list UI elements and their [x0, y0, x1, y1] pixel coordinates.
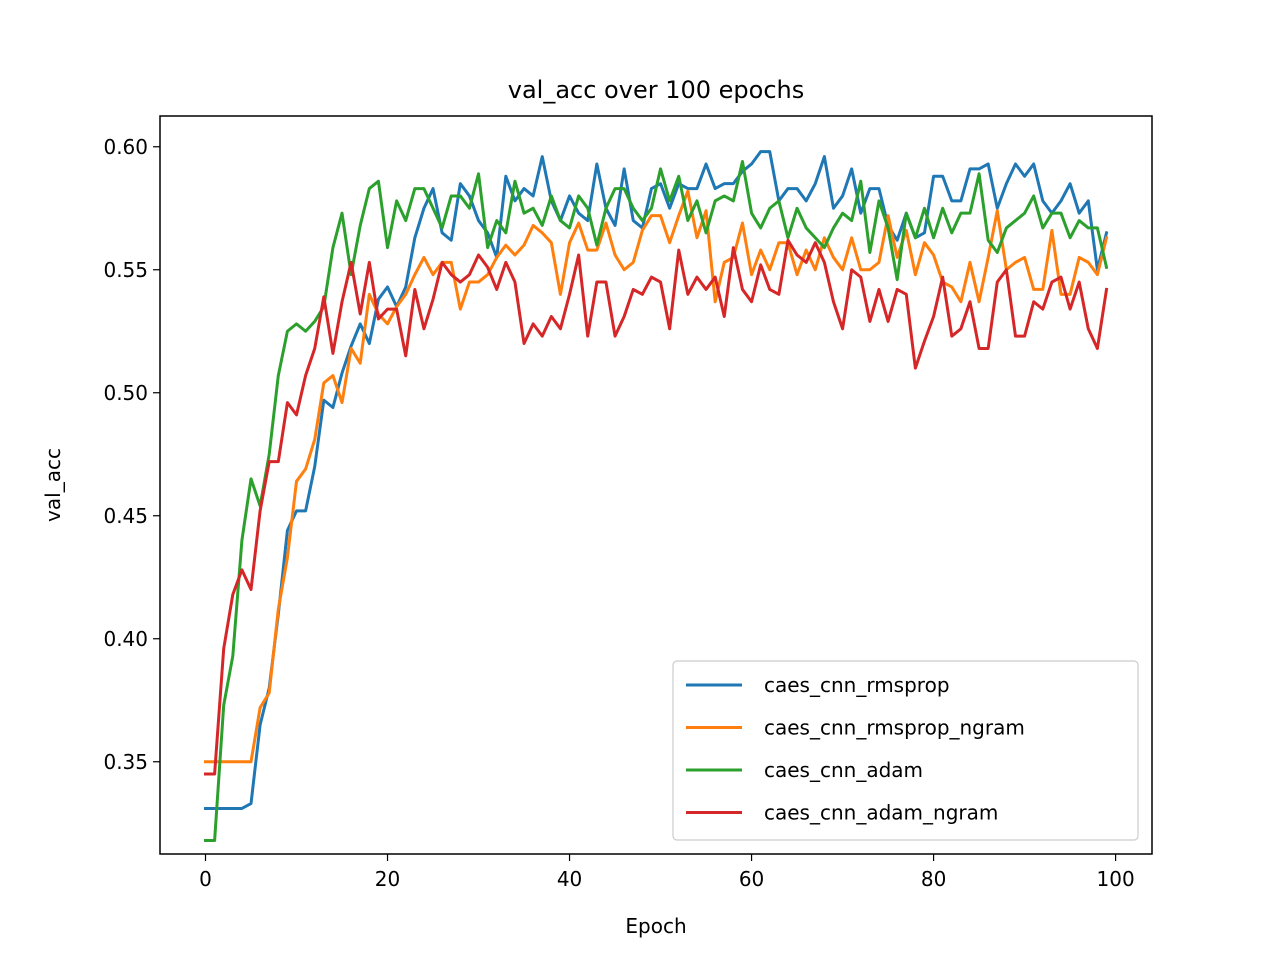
x-tick-label: 40 — [557, 867, 582, 891]
legend-label: caes_cnn_adam_ngram — [764, 801, 998, 825]
plot-area — [204, 150, 1109, 842]
y-tick-label: 0.60 — [103, 135, 148, 159]
x-axis: 0 20 40 60 80 100 — [199, 854, 1135, 891]
y-axis-label: val_acc — [41, 448, 65, 522]
x-axis-label: Epoch — [625, 914, 686, 938]
legend-label: caes_cnn_rmsprop — [764, 673, 950, 697]
y-tick-label: 0.55 — [103, 258, 148, 282]
y-tick-label: 0.40 — [103, 627, 148, 651]
series-line-caes-cnn-adam-ngram — [204, 238, 1109, 776]
legend-label: caes_cnn_rmsprop_ngram — [764, 716, 1025, 740]
x-tick-label: 20 — [375, 867, 400, 891]
plot-frame — [159, 115, 1153, 855]
y-tick-label: 0.50 — [103, 381, 148, 405]
legend-box — [672, 660, 1139, 841]
series-line-caes-cnn-adam — [204, 160, 1109, 842]
x-tick-label: 0 — [199, 867, 212, 891]
x-tick-label: 100 — [1097, 867, 1135, 891]
x-tick-label: 80 — [921, 867, 946, 891]
y-tick-label: 0.45 — [103, 504, 148, 528]
legend-label: caes_cnn_adam — [764, 758, 923, 782]
chart-title: val_acc over 100 epochs — [508, 76, 804, 104]
series-line-caes-cnn-rmsprop-ngram — [204, 189, 1109, 764]
y-axis: 0.35 0.40 0.45 0.50 0.55 0.60 — [103, 135, 160, 774]
y-tick-label: 0.35 — [103, 750, 148, 774]
legend: caes_cnn_rmsprop caes_cnn_rmsprop_ngramca… — [672, 660, 1139, 841]
x-tick-label: 60 — [739, 867, 764, 891]
